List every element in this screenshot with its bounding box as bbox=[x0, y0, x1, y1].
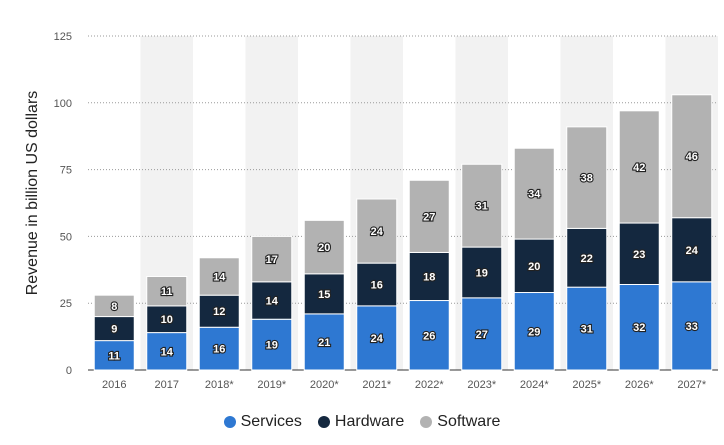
bar-services-2027 bbox=[671, 281, 713, 371]
bar-hardware-2018 bbox=[198, 294, 240, 328]
y-tick-label: 0 bbox=[66, 365, 72, 377]
data-label-hardware-2024: 20 bbox=[528, 261, 540, 273]
y-tick-label: 100 bbox=[54, 98, 72, 110]
data-label-services-2017: 14 bbox=[161, 346, 174, 358]
bar-software-2023 bbox=[461, 163, 503, 248]
y-tick-label: 50 bbox=[60, 231, 72, 243]
data-label-hardware-2027: 24 bbox=[686, 245, 699, 257]
bar-services-2021 bbox=[356, 305, 398, 371]
data-label-software-2017: 11 bbox=[161, 286, 173, 298]
x-tick-label: 2021* bbox=[362, 379, 391, 391]
data-label-software-2024: 34 bbox=[528, 189, 541, 201]
legend-swatch-software bbox=[420, 416, 433, 428]
bar-services-2023 bbox=[461, 297, 503, 371]
data-label-hardware-2017: 10 bbox=[161, 314, 173, 326]
data-label-services-2018: 16 bbox=[213, 344, 225, 356]
legend-swatch-hardware bbox=[317, 416, 330, 428]
data-label-software-2025: 38 bbox=[581, 173, 593, 185]
data-label-hardware-2018: 12 bbox=[213, 306, 225, 318]
bar-services-2016 bbox=[93, 340, 135, 371]
bar-hardware-2027 bbox=[671, 217, 713, 283]
data-label-software-2020: 20 bbox=[318, 242, 330, 254]
bar-services-2017 bbox=[146, 332, 188, 371]
y-tick-label: 125 bbox=[54, 31, 72, 43]
bar-services-2018 bbox=[198, 326, 240, 371]
bar-hardware-2023 bbox=[461, 246, 503, 299]
data-label-software-2022: 27 bbox=[423, 211, 435, 223]
y-axis-label: Revenue in billion US dollars bbox=[24, 90, 41, 296]
x-tick-label: 2017 bbox=[155, 379, 179, 391]
bar-software-2021 bbox=[356, 198, 398, 264]
y-tick-label: 25 bbox=[60, 298, 72, 310]
bar-services-2019 bbox=[251, 318, 293, 371]
legend-swatch-services bbox=[223, 416, 236, 428]
x-tick-label: 2020* bbox=[310, 379, 339, 391]
bar-software-2025 bbox=[566, 126, 608, 229]
bar-software-2016 bbox=[93, 294, 135, 318]
x-tick-label: 2025* bbox=[572, 379, 601, 391]
data-label-software-2026: 42 bbox=[633, 162, 645, 174]
data-label-hardware-2026: 23 bbox=[633, 249, 645, 261]
data-label-hardware-2019: 14 bbox=[266, 296, 279, 308]
data-label-services-2019: 19 bbox=[266, 340, 278, 352]
legend-item-software[interactable]: Software bbox=[420, 413, 500, 431]
data-label-software-2019: 17 bbox=[266, 254, 278, 266]
y-tick-label: 75 bbox=[60, 165, 72, 177]
data-label-software-2023: 31 bbox=[476, 201, 488, 213]
data-label-hardware-2022: 18 bbox=[423, 271, 435, 283]
bar-software-2027 bbox=[671, 94, 713, 219]
x-tick-label: 2022* bbox=[415, 379, 444, 391]
data-label-hardware-2025: 22 bbox=[581, 253, 593, 265]
data-label-services-2022: 26 bbox=[423, 330, 435, 342]
legend-label-services: Services bbox=[240, 413, 302, 430]
legend-item-services[interactable]: Services bbox=[223, 413, 302, 431]
bar-services-2020 bbox=[303, 313, 345, 371]
legend-item-hardware[interactable]: Hardware bbox=[317, 413, 405, 431]
bar-hardware-2017 bbox=[146, 305, 188, 334]
x-tick-label: 2016 bbox=[102, 379, 126, 391]
data-label-services-2023: 27 bbox=[476, 329, 488, 341]
data-label-software-2021: 24 bbox=[371, 226, 384, 238]
data-label-software-2027: 46 bbox=[686, 151, 698, 163]
x-tick-label: 2026* bbox=[625, 379, 654, 391]
data-label-services-2021: 24 bbox=[371, 333, 384, 345]
bar-software-2022 bbox=[408, 179, 450, 253]
x-tick-label: 2024* bbox=[520, 379, 549, 391]
data-label-services-2027: 33 bbox=[686, 321, 698, 333]
legend: Services Hardware Software bbox=[0, 413, 724, 431]
data-label-hardware-2021: 16 bbox=[371, 279, 383, 291]
bar-software-2024 bbox=[513, 147, 555, 240]
bar-hardware-2016 bbox=[93, 316, 135, 342]
data-label-services-2016: 11 bbox=[108, 350, 120, 362]
bar-software-2018 bbox=[198, 257, 240, 296]
bar-software-2026 bbox=[618, 110, 660, 224]
bar-hardware-2019 bbox=[251, 281, 293, 320]
data-label-services-2025: 31 bbox=[581, 324, 593, 336]
x-tick-label: 2018* bbox=[205, 379, 234, 391]
x-tick-label: 2023* bbox=[467, 379, 496, 391]
bar-hardware-2024 bbox=[513, 238, 555, 294]
data-label-software-2016: 8 bbox=[111, 301, 117, 313]
x-tick-label: 2019* bbox=[257, 379, 286, 391]
data-label-services-2020: 21 bbox=[318, 337, 330, 349]
data-label-software-2018: 14 bbox=[213, 271, 226, 283]
legend-label-software: Software bbox=[437, 413, 501, 430]
bar-software-2017 bbox=[146, 275, 188, 307]
bar-hardware-2020 bbox=[303, 273, 345, 315]
legend-label-hardware: Hardware bbox=[334, 413, 405, 430]
data-label-hardware-2020: 15 bbox=[318, 289, 330, 301]
data-label-hardware-2023: 19 bbox=[476, 267, 488, 279]
bar-software-2019 bbox=[251, 235, 293, 283]
x-tick-label: 2027* bbox=[677, 379, 706, 391]
data-label-services-2026: 32 bbox=[633, 322, 645, 334]
bar-software-2020 bbox=[303, 219, 345, 275]
bar-hardware-2021 bbox=[356, 262, 398, 307]
data-label-hardware-2016: 9 bbox=[111, 324, 117, 336]
data-label-services-2024: 29 bbox=[528, 326, 540, 338]
bar-services-2024 bbox=[513, 292, 555, 371]
